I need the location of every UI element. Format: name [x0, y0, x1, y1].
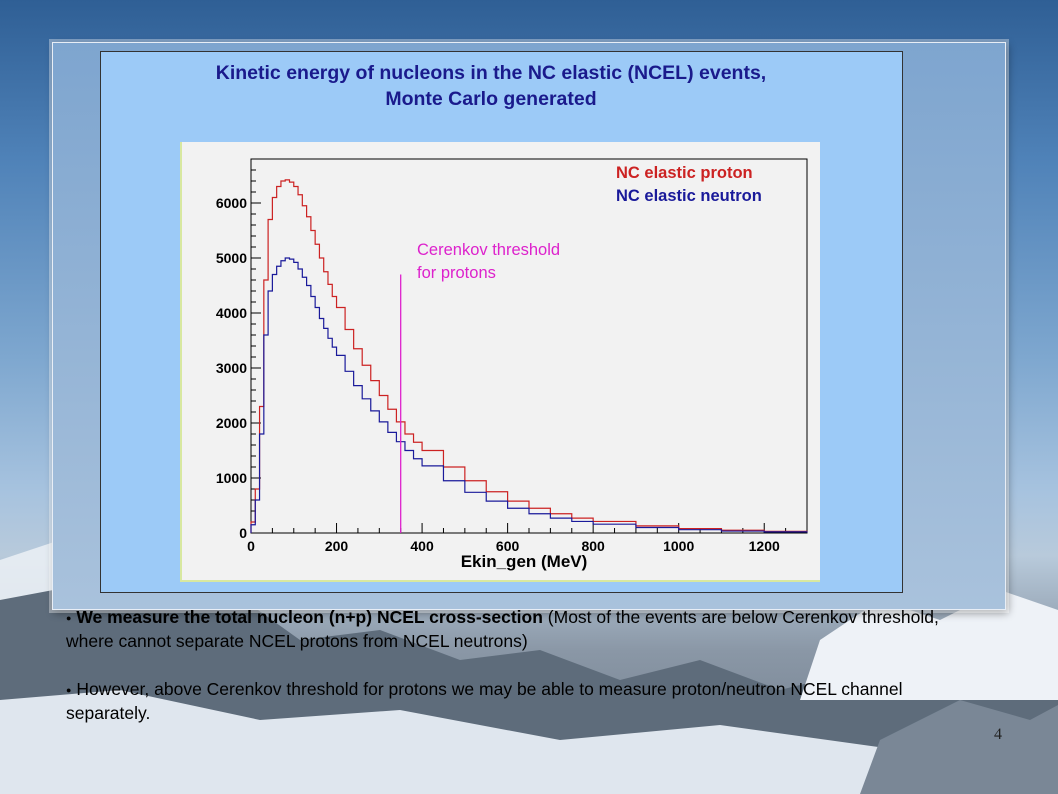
figure-title-line1: Kinetic energy of nucleons in the NC ela… [215, 62, 767, 84]
bullet-dot-icon: ● [66, 612, 72, 623]
series-line-neutron [250, 257, 808, 533]
x-tick-label: 600 [496, 538, 520, 554]
x-tick-label: 0 [247, 538, 255, 554]
figure-frame: Kinetic energy of nucleons in the NC ela… [100, 51, 903, 593]
page-number: 4 [994, 726, 1002, 743]
bullet-2-text: However, above Cerenkov threshold for pr… [66, 678, 903, 723]
legend-entry-neutron: NC elastic neutron [616, 187, 762, 205]
bullet-item-1: ● We measure the total nucleon (n+p) NCE… [66, 606, 966, 653]
series-line-proton [250, 179, 808, 533]
figure-title-line2: Monte Carlo generated [385, 88, 597, 110]
x-tick-label: 1000 [663, 538, 694, 554]
x-tick-label: 1200 [749, 538, 780, 554]
y-tick-label: 0 [239, 525, 247, 541]
plot-area-frame [250, 158, 808, 534]
legend-entry-proton: NC elastic proton [616, 164, 753, 182]
y-tick-label: 1000 [216, 470, 247, 486]
bullet-dot-icon: ● [66, 684, 72, 695]
figure-title: Kinetic energy of nucleons in the NC ela… [101, 60, 881, 112]
y-tick-label: 6000 [216, 195, 247, 211]
y-tick-label: 2000 [216, 415, 247, 431]
bullet-1-bold: We measure the total nucleon (n+p) NCEL … [76, 607, 543, 627]
y-tick-label: 4000 [216, 305, 247, 321]
chart-canvas: 0 1000 2000 3000 4000 5000 6000 0 200 400 600 800 10… [180, 142, 820, 582]
bullet-item-2: ● However, above Cerenkov threshold for … [66, 678, 966, 725]
x-tick-label: 800 [581, 538, 605, 554]
x-tick-label: 400 [410, 538, 434, 554]
bullet-1-text: (Most of the events are below Cerenkov t… [66, 607, 939, 651]
y-tick-label: 5000 [216, 250, 247, 266]
annotation-label-line2: for protons [417, 264, 496, 282]
bullet-list: ● We measure the total nucleon (n+p) NCE… [66, 606, 966, 750]
annotation-label-line1: Cerenkov threshold [417, 241, 560, 259]
histogram-chart: 0 1000 2000 3000 4000 5000 6000 0 200 400 600 800 10… [216, 158, 808, 571]
y-tick-label: 3000 [216, 360, 247, 376]
x-axis-label: Ekin_gen (MeV) [461, 552, 588, 571]
x-tick-label: 200 [325, 538, 349, 554]
